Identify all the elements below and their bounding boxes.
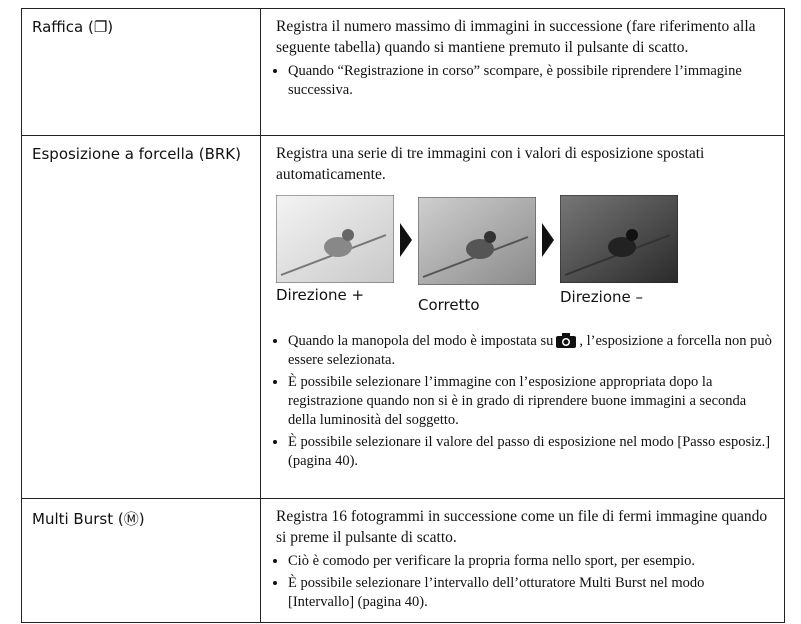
table-row: Raffica (❐) Registra il numero massimo d… [21, 8, 785, 136]
row-description: Registra 16 fotogrammi in successione co… [260, 498, 785, 623]
photo [560, 195, 678, 283]
description-text: Registra 16 fotogrammi in successione co… [276, 508, 768, 546]
note: È possibile selezionare l’intervallo del… [288, 574, 772, 612]
row-label: Multi Burst (Ⓜ) [21, 498, 261, 623]
image-strip: Direzione + Corretto Direzione – [276, 195, 772, 316]
note-text: , l’esposizione a forcella non può esser… [288, 333, 772, 368]
camera-icon [556, 333, 577, 348]
image-caption: Corretto [418, 296, 480, 314]
table-row: Esposizione a forcella (BRK) Registra un… [21, 135, 785, 499]
description-text: Registra il numero massimo di immagini i… [276, 18, 756, 56]
image-caption: Direzione + [276, 286, 365, 304]
row-description: Registra una serie di tre immagini con i… [260, 135, 785, 499]
notes: Ciò è comodo per verificare la propria f… [276, 552, 772, 612]
note: È possibile selezionare l’immagine con l… [288, 373, 772, 430]
note: È possibile selezionare il valore del pa… [288, 433, 772, 471]
image-item: Direzione – [560, 195, 678, 308]
photo [418, 197, 536, 285]
row-label: Esposizione a forcella (BRK) [21, 135, 261, 499]
photo [276, 195, 394, 283]
note: Quando “Registrazione in corso” scompare… [288, 62, 772, 100]
table-row: Multi Burst (Ⓜ) Registra 16 fotogrammi i… [21, 498, 785, 623]
notes: Quando “Registrazione in corso” scompare… [276, 62, 772, 100]
arrow [400, 223, 412, 257]
row-description: Registra il numero massimo di immagini i… [260, 8, 785, 136]
notes: Quando la manopola del modo è impostata … [276, 332, 772, 471]
note: Ciò è comodo per verificare la propria f… [288, 552, 772, 571]
note: Quando la manopola del modo è impostata … [288, 332, 772, 370]
description-text: Registra una serie di tre immagini con i… [276, 145, 705, 183]
row-label: Raffica (❐) [21, 8, 261, 136]
image-item: Corretto [418, 197, 536, 316]
image-caption: Direzione – [560, 288, 644, 306]
settings-table: Raffica (❐) Registra il numero massimo d… [21, 8, 785, 623]
image-item: Direzione + [276, 195, 394, 306]
arrow [542, 223, 554, 257]
note-text: Quando la manopola del modo è impostata … [288, 333, 554, 349]
